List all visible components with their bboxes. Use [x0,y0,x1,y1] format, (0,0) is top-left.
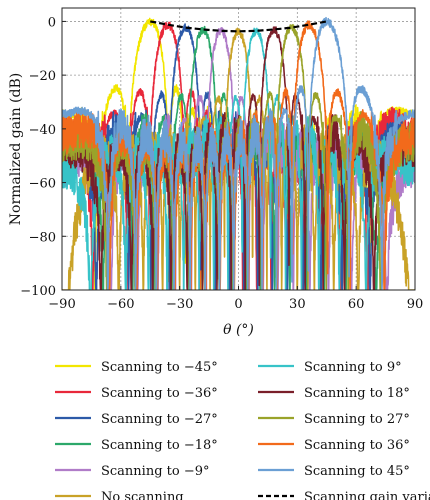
y-tick-label: 0 [48,15,56,30]
x-tick-label: 0 [234,297,242,312]
pattern-curves [62,16,415,290]
gain-variation-line [150,20,327,33]
legend-label: Scanning to −45° [101,360,218,375]
series-curve [62,16,415,290]
legend-label: Scanning to 36° [304,438,410,453]
y-tick-label: −80 [29,230,56,245]
x-tick-label: 30 [289,297,306,312]
y-tick-label: −20 [29,69,56,84]
legend-label: Scanning to −18° [101,438,218,453]
legend-label: Scanning to −36° [101,386,218,401]
y-tick-label: −100 [20,284,56,299]
legend-label: Scanning to 9° [304,360,402,375]
legend-label: Scanning to −27° [101,412,218,427]
x-axis-label: θ (°) [223,322,254,338]
y-axis-label: Normalized gain (dB) [8,73,24,225]
x-tick-label: −90 [48,297,75,312]
x-tick-label: 90 [407,297,424,312]
legend: Scanning to −45° Scanning to −36° Scanning… [55,360,430,500]
legend-label: Scanning to 45° [304,464,410,479]
x-tick-label: −60 [107,297,134,312]
legend-label: No scanning [101,490,184,500]
x-tick-label: −30 [166,297,193,312]
legend-label: Scanning to 27° [304,412,410,427]
legend-label: Scanning to 18° [304,386,410,401]
legend-label: Scanning to −9° [101,464,210,479]
series-curve [62,27,415,290]
y-tick-label: −40 [29,123,56,138]
gain-variation-curve [150,20,327,33]
legend-label: Scanning gain variation [304,490,430,500]
x-tick-label: 60 [348,297,365,312]
axis-ticks: −90 −60 −30 0 30 60 90 0 −20 −40 −60 −80 −100 [20,15,423,312]
y-tick-label: −60 [29,177,56,192]
